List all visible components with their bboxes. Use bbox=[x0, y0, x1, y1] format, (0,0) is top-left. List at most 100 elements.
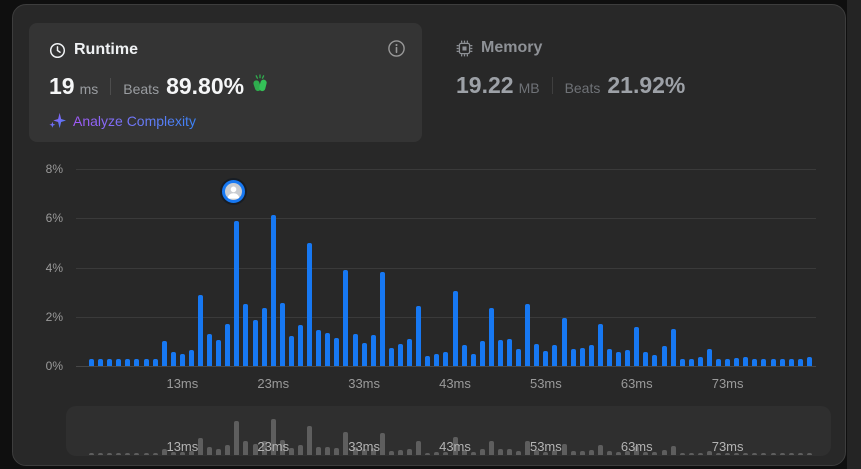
runtime-bar[interactable] bbox=[307, 242, 313, 366]
runtime-bar[interactable] bbox=[225, 324, 231, 366]
runtime-bar[interactable] bbox=[507, 338, 513, 366]
runtime-bar[interactable] bbox=[416, 305, 422, 366]
runtime-bar[interactable] bbox=[561, 317, 567, 366]
runtime-bar[interactable] bbox=[706, 348, 712, 366]
runtime-bar[interactable] bbox=[143, 358, 149, 366]
runtime-bar[interactable] bbox=[198, 294, 204, 366]
runtime-bar[interactable] bbox=[806, 357, 812, 366]
runtime-bar[interactable] bbox=[270, 214, 276, 366]
runtime-bar[interactable] bbox=[361, 342, 367, 366]
runtime-bar[interactable] bbox=[570, 348, 576, 366]
runtime-bar[interactable] bbox=[479, 341, 485, 366]
runtime-bar[interactable] bbox=[434, 353, 440, 366]
runtime-bar[interactable] bbox=[188, 350, 194, 366]
runtime-bar[interactable] bbox=[288, 336, 294, 366]
runtime-bar[interactable] bbox=[216, 340, 222, 366]
runtime-bar[interactable] bbox=[107, 358, 113, 366]
runtime-bar[interactable] bbox=[488, 308, 494, 366]
runtime-bar[interactable] bbox=[661, 346, 667, 366]
runtime-bar[interactable] bbox=[597, 324, 603, 366]
runtime-bar[interactable] bbox=[352, 334, 358, 366]
analyze-complexity-link[interactable]: Analyze Complexity bbox=[49, 112, 400, 129]
runtime-bar[interactable] bbox=[788, 358, 794, 366]
runtime-bar[interactable] bbox=[98, 358, 104, 366]
runtime-bar[interactable] bbox=[261, 308, 267, 366]
minimap-tick-label: 23ms bbox=[257, 439, 290, 454]
memory-beats-label: Beats bbox=[564, 80, 601, 96]
runtime-bar[interactable] bbox=[325, 332, 331, 366]
runtime-bar[interactable] bbox=[388, 347, 394, 366]
runtime-card[interactable]: Runtime 19 ms Beats 89.80% bbox=[29, 23, 422, 142]
runtime-bar[interactable] bbox=[534, 343, 540, 366]
memory-tab[interactable]: Memory 19.22 MB Beats 21.92% bbox=[456, 39, 685, 99]
chart-brush-minimap[interactable] bbox=[66, 406, 831, 456]
minimap-bar bbox=[688, 453, 694, 455]
minimap-bar bbox=[388, 450, 394, 455]
runtime-bar[interactable] bbox=[134, 358, 140, 366]
runtime-bar[interactable] bbox=[779, 358, 785, 366]
runtime-bar[interactable] bbox=[606, 348, 612, 366]
runtime-bar[interactable] bbox=[252, 320, 258, 366]
runtime-bar[interactable] bbox=[179, 353, 185, 366]
runtime-bar[interactable] bbox=[470, 353, 476, 366]
runtime-bar[interactable] bbox=[697, 357, 703, 366]
minimap-bar bbox=[606, 450, 612, 455]
runtime-header[interactable]: Runtime bbox=[49, 41, 400, 59]
runtime-bar[interactable] bbox=[452, 290, 458, 366]
runtime-bar[interactable] bbox=[207, 334, 213, 366]
runtime-bar[interactable] bbox=[634, 326, 640, 366]
runtime-bar[interactable] bbox=[316, 330, 322, 366]
runtime-bar[interactable] bbox=[343, 269, 349, 366]
runtime-bar[interactable] bbox=[652, 354, 658, 366]
runtime-bar[interactable] bbox=[761, 358, 767, 366]
runtime-bar[interactable] bbox=[298, 325, 303, 366]
runtime-bar[interactable] bbox=[725, 358, 731, 366]
runtime-bar[interactable] bbox=[334, 337, 340, 366]
memory-chip-icon bbox=[456, 40, 473, 56]
runtime-bar[interactable] bbox=[407, 338, 413, 366]
runtime-bar[interactable] bbox=[397, 343, 403, 366]
runtime-bar[interactable] bbox=[461, 345, 467, 366]
runtime-bar[interactable] bbox=[552, 345, 558, 366]
minimap-bar bbox=[652, 452, 658, 455]
runtime-bar[interactable] bbox=[443, 352, 449, 366]
runtime-bar[interactable] bbox=[89, 358, 94, 366]
runtime-bar[interactable] bbox=[170, 352, 176, 366]
minimap-bar bbox=[225, 445, 231, 455]
runtime-bar[interactable] bbox=[579, 347, 585, 366]
runtime-bar[interactable] bbox=[616, 352, 622, 366]
runtime-bar[interactable] bbox=[497, 340, 503, 366]
runtime-bar[interactable] bbox=[643, 352, 649, 366]
runtime-bar[interactable] bbox=[516, 348, 522, 366]
info-icon[interactable] bbox=[387, 39, 406, 58]
runtime-bar[interactable] bbox=[670, 329, 676, 366]
runtime-bar[interactable] bbox=[679, 359, 685, 366]
runtime-bar[interactable] bbox=[379, 272, 385, 366]
runtime-bar[interactable] bbox=[734, 357, 740, 366]
runtime-bar[interactable] bbox=[743, 356, 749, 366]
runtime-bar[interactable] bbox=[125, 358, 131, 366]
gridline bbox=[76, 267, 816, 269]
runtime-bar[interactable] bbox=[716, 358, 722, 366]
minimap-bar bbox=[516, 450, 522, 455]
runtime-bar[interactable] bbox=[543, 351, 549, 366]
runtime-bar[interactable] bbox=[588, 345, 594, 366]
runtime-bar[interactable] bbox=[116, 358, 122, 366]
runtime-bar[interactable] bbox=[243, 304, 249, 366]
runtime-bar[interactable] bbox=[688, 358, 694, 366]
runtime-bar[interactable] bbox=[161, 341, 167, 366]
runtime-bar[interactable] bbox=[234, 220, 240, 366]
runtime-bar[interactable] bbox=[370, 335, 376, 366]
minimap-tick-label: 73ms bbox=[711, 439, 744, 454]
minimap-bar bbox=[679, 453, 685, 455]
runtime-bar[interactable] bbox=[425, 356, 431, 366]
runtime-bar[interactable] bbox=[797, 358, 803, 366]
runtime-bar[interactable] bbox=[152, 358, 158, 366]
runtime-bar[interactable] bbox=[625, 350, 631, 366]
runtime-bar[interactable] bbox=[752, 358, 758, 366]
runtime-bar[interactable] bbox=[525, 304, 531, 366]
user-runtime-marker[interactable] bbox=[222, 180, 246, 203]
runtime-bar[interactable] bbox=[770, 358, 776, 366]
minimap-bar bbox=[188, 451, 194, 455]
runtime-bar[interactable] bbox=[279, 303, 285, 366]
